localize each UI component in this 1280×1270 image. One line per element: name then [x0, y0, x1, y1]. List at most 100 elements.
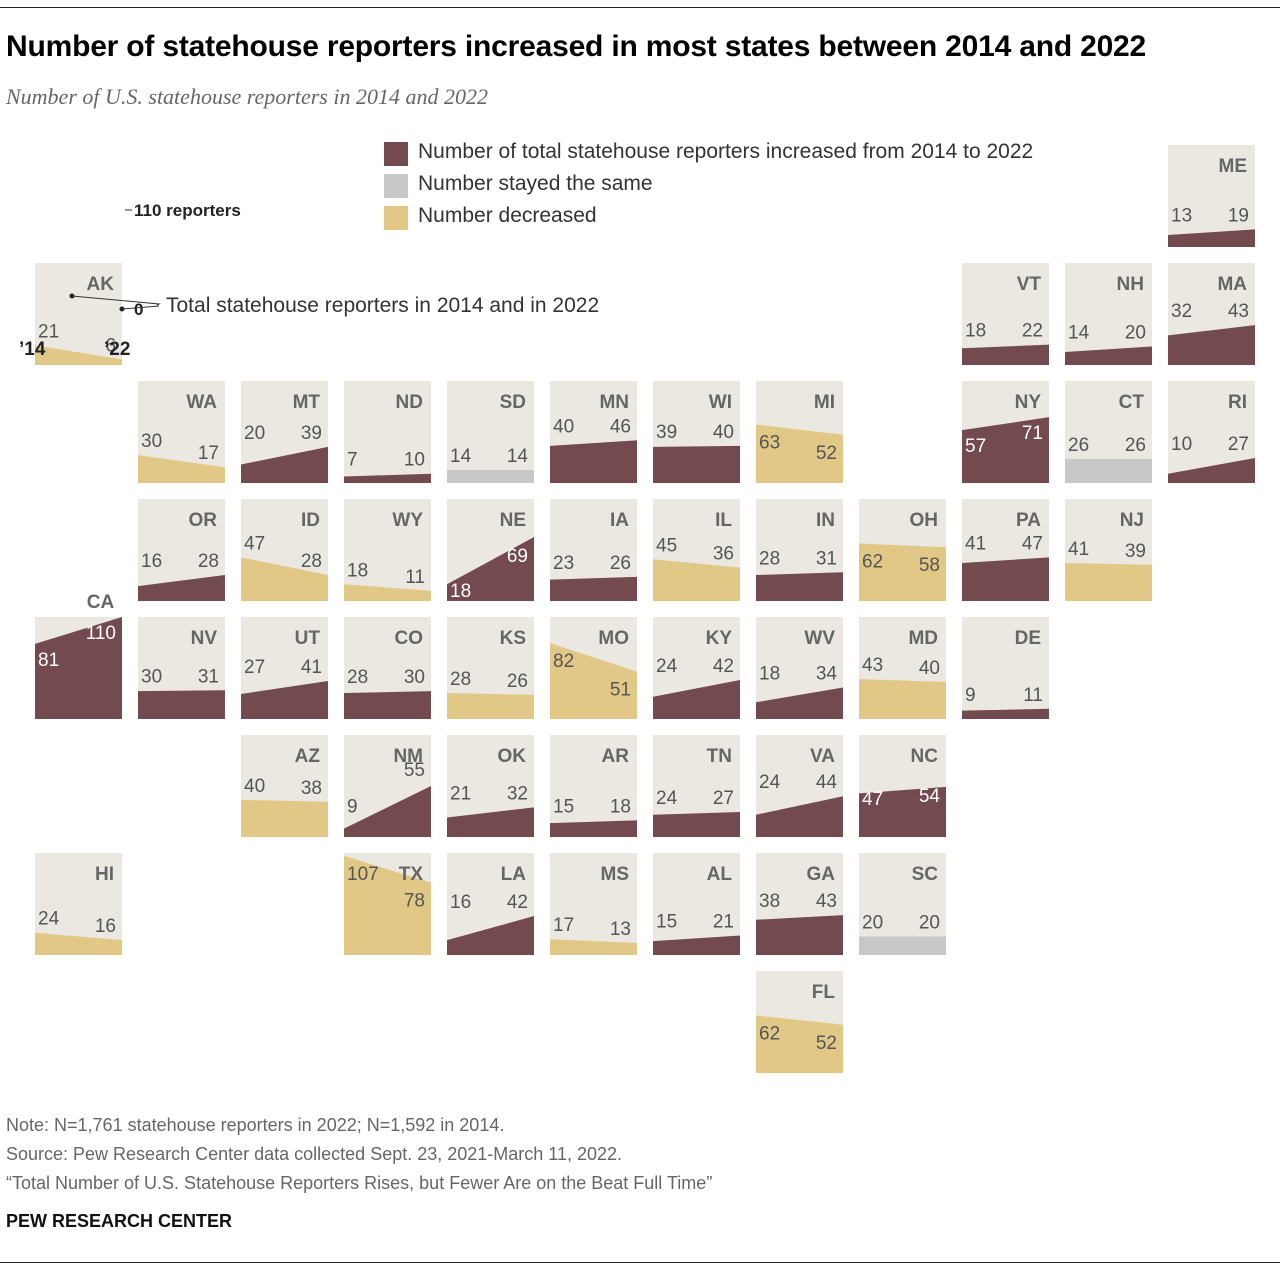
state-tile-az: AZ 40 38 — [241, 735, 328, 837]
tile-background — [1168, 145, 1255, 247]
state-abbr: NJ — [1120, 510, 1144, 531]
reporter-area-la — [447, 916, 534, 955]
value-2014: 30 — [141, 431, 162, 452]
value-2014: 10 — [1171, 434, 1192, 455]
value-2014: 28 — [759, 548, 780, 569]
state-abbr: WV — [804, 628, 835, 649]
reporter-area-ma — [1168, 325, 1255, 365]
key-min-label: 0 — [134, 300, 143, 319]
value-2022: 43 — [816, 891, 837, 912]
value-2022: 39 — [1125, 541, 1146, 562]
value-2022: 32 — [507, 783, 528, 804]
value-2014: 24 — [656, 788, 678, 809]
state-tile-ny: NY 57 71 — [962, 381, 1049, 483]
state-tile-hi: HI 24 16 — [35, 853, 122, 955]
value-2022: 30 — [404, 667, 425, 688]
value-2014: 27 — [244, 657, 265, 678]
reporter-area-id — [241, 557, 328, 601]
state-abbr: GA — [807, 864, 836, 885]
value-2022: 26 — [610, 553, 631, 574]
value-2022: 54 — [919, 786, 941, 807]
value-2014: 7 — [347, 450, 358, 471]
value-2014: 41 — [965, 533, 986, 554]
value-2014: 15 — [656, 912, 677, 933]
state-abbr: OR — [189, 510, 218, 531]
value-2022: 13 — [610, 919, 631, 940]
reporter-area-wa — [138, 455, 225, 483]
value-2022: 27 — [1228, 434, 1249, 455]
state-tile-ks: KS 28 26 — [447, 617, 534, 719]
value-2022: 11 — [1023, 685, 1043, 706]
reporter-area-ia — [550, 576, 637, 601]
value-2022: 34 — [816, 663, 838, 684]
state-abbr: AK — [87, 274, 115, 295]
state-tile-me: ME 13 19 — [1168, 145, 1255, 247]
value-2014: 63 — [759, 433, 780, 454]
state-tile-mn: MN 40 46 — [550, 381, 637, 483]
value-2014: 14 — [1068, 322, 1090, 343]
value-2022: 52 — [816, 443, 837, 464]
value-2014: 18 — [965, 321, 986, 342]
state-tile-ca: CA 81 110 — [35, 592, 122, 719]
reporter-area-ut — [241, 680, 328, 719]
tile-grid-map: AK 21 6 ME 13 19 VT 18 22 NH 14 20 MA 32 43 WA 30 17 MT 20 3… — [19, 145, 1255, 1073]
reporter-area-me — [1168, 229, 1255, 247]
reporter-area-tn — [653, 811, 740, 837]
key-year-end: ’22 — [104, 339, 130, 360]
state-abbr: AR — [602, 746, 630, 767]
state-abbr: IA — [610, 510, 629, 531]
value-2014: 13 — [1171, 205, 1192, 226]
state-abbr: MI — [814, 392, 835, 413]
legend-swatch-same — [384, 174, 408, 198]
reporter-area-ky — [653, 680, 740, 719]
value-2022: 6 — [105, 335, 116, 356]
state-abbr: NC — [911, 746, 939, 767]
state-tile-ia: IA 23 26 — [550, 499, 637, 601]
reporter-area-in — [756, 572, 843, 601]
value-2022: 43 — [1228, 301, 1249, 322]
state-abbr: KY — [706, 628, 733, 649]
reporter-area-ms — [550, 939, 637, 955]
value-2022: 46 — [610, 416, 631, 437]
state-tile-pa: PA 41 47 — [962, 499, 1049, 601]
state-abbr: PA — [1016, 510, 1041, 531]
state-tile-tn: TN 24 27 — [653, 735, 740, 837]
reporter-area-ne — [447, 537, 534, 601]
reporter-area-de — [962, 708, 1049, 719]
value-2022: 47 — [1022, 533, 1043, 554]
state-abbr: MN — [599, 392, 629, 413]
value-2022: 69 — [507, 546, 528, 567]
state-abbr: CA — [87, 592, 115, 613]
state-tile-ar: AR 15 18 — [550, 735, 637, 837]
reporter-area-fl — [756, 1015, 843, 1073]
state-tile-nv: NV 30 31 — [138, 617, 225, 719]
value-2014: 21 — [450, 783, 471, 804]
value-2022: 17 — [198, 443, 219, 464]
state-tile-nc: NC 47 54 — [859, 735, 946, 837]
state-tile-la: LA 16 42 — [447, 853, 534, 955]
state-abbr: NV — [191, 628, 218, 649]
legend-swatch-decreased — [384, 206, 408, 230]
state-abbr: TX — [399, 864, 424, 885]
reporter-area-tx — [344, 855, 431, 955]
reporter-area-ct — [1065, 458, 1152, 483]
state-abbr: SC — [912, 864, 939, 885]
value-2014: 18 — [759, 663, 780, 684]
value-2014: 45 — [656, 535, 677, 556]
state-abbr: MA — [1217, 274, 1247, 295]
legend-label-increased: Number of total statehouse reporters inc… — [418, 140, 1034, 163]
value-2014: 82 — [553, 651, 574, 672]
note-text: Note: N=1,761 statehouse reporters in 20… — [6, 1115, 505, 1135]
value-2022: 40 — [919, 658, 940, 679]
value-2014: 47 — [244, 533, 265, 554]
tile-background — [550, 735, 637, 837]
value-2014: 20 — [862, 912, 883, 933]
legend-label-same: Number stayed the same — [418, 172, 653, 195]
state-tile-vt: VT 18 22 — [962, 263, 1049, 365]
state-tile-in: IN 28 31 — [756, 499, 843, 601]
reporter-area-nm — [344, 786, 431, 837]
value-2022: 110 — [86, 623, 116, 644]
state-tile-or: OR 16 28 — [138, 499, 225, 601]
value-2022: 20 — [919, 912, 940, 933]
reporter-area-ny — [962, 417, 1049, 483]
